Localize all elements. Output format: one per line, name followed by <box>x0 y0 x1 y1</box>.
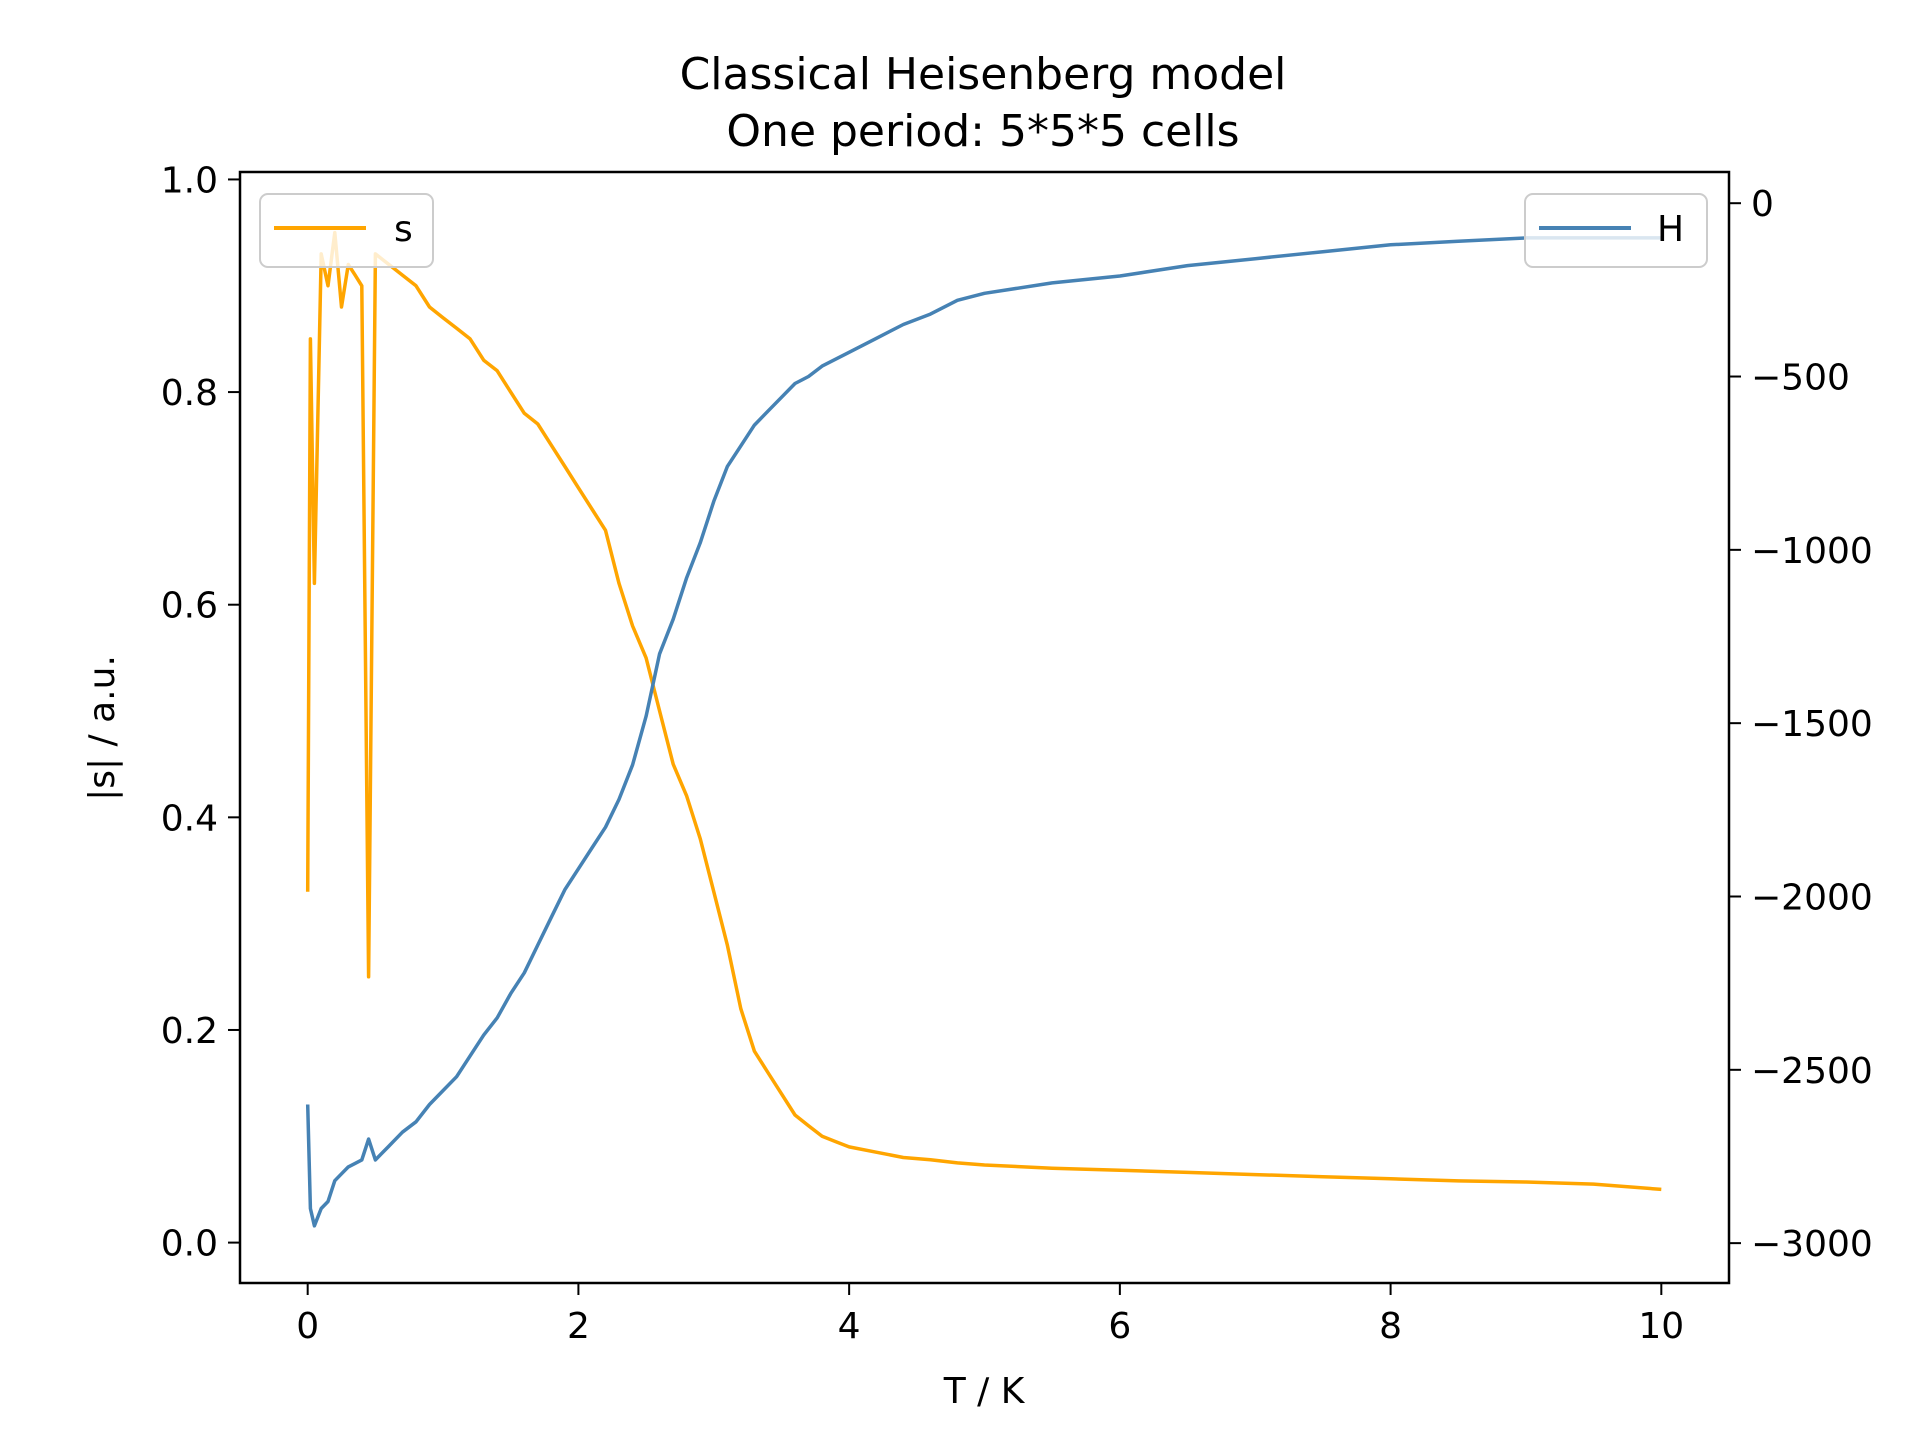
series-layer <box>305 230 1662 1228</box>
y-right-tick-label: −2000 <box>1751 877 1873 918</box>
x-tick-label: 6 <box>1108 1306 1131 1347</box>
x-tick-label: 10 <box>1638 1306 1684 1347</box>
y-right-tick-label: −3000 <box>1751 1224 1873 1265</box>
legend-h: H <box>1524 193 1708 268</box>
y-left-tick-label: 0.4 <box>161 798 218 839</box>
y-left-tick-label: 0.0 <box>161 1224 218 1265</box>
legend-s-label: s <box>394 209 413 250</box>
y-right-axis-ticks: 0 −500 −1000 −1500 −2000 −2500 −3000 <box>1729 184 1873 1265</box>
series-line-s <box>305 230 1662 1192</box>
x-tick-label: 4 <box>838 1306 861 1347</box>
y-left-axis-label: |s| / a.u. <box>82 655 123 801</box>
y-right-tick-label: 0 <box>1751 184 1774 225</box>
y-left-axis-ticks: 0.0 0.2 0.4 0.6 0.8 1.0 <box>161 160 240 1265</box>
series-line-h <box>305 236 1662 1228</box>
chart-subtitle: One period: 5*5*5 cells <box>726 106 1239 157</box>
y-left-tick-label: 0.8 <box>161 373 218 414</box>
y-right-tick-label: −1000 <box>1751 531 1873 572</box>
x-tick-label: 8 <box>1379 1306 1402 1347</box>
y-right-tick-label: −1500 <box>1751 704 1873 745</box>
y-right-tick-label: −2500 <box>1751 1051 1873 1092</box>
x-axis-label: T / K <box>943 1371 1026 1412</box>
y-left-tick-label: 0.6 <box>161 586 218 627</box>
chart-title: Classical Heisenberg model <box>680 49 1287 100</box>
y-left-tick-label: 1.0 <box>161 160 218 201</box>
x-tick-label: 0 <box>296 1306 319 1347</box>
y-right-tick-label: −500 <box>1751 358 1850 399</box>
legend-s-box <box>259 193 434 268</box>
legend-h-box <box>1524 193 1708 268</box>
plot-frame <box>238 170 1731 1285</box>
x-tick-label: 2 <box>567 1306 590 1347</box>
x-axis-ticks: 0 2 4 6 8 10 <box>296 1283 1684 1347</box>
legend-s: s <box>259 193 434 268</box>
legend-h-label: H <box>1657 209 1684 250</box>
y-left-tick-label: 0.2 <box>161 1011 218 1052</box>
